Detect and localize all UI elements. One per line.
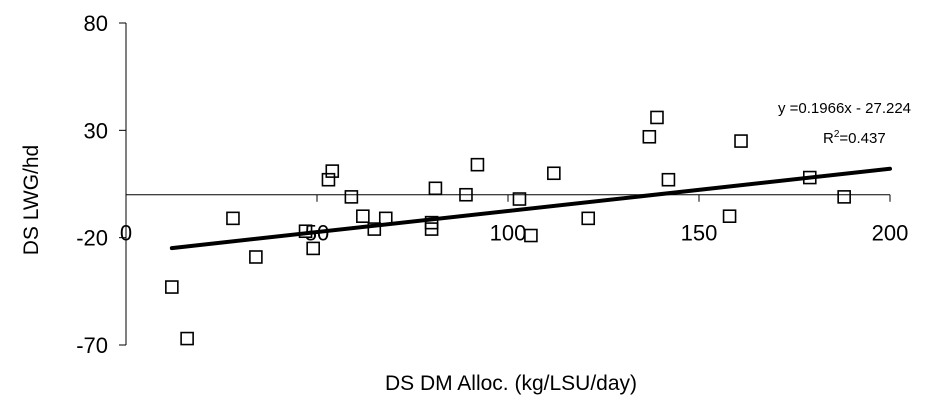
data-point — [344, 190, 359, 204]
data-point — [306, 241, 320, 256]
data-point — [642, 129, 657, 144]
trendline — [169, 166, 892, 251]
data-point — [226, 211, 240, 226]
data-point — [524, 228, 538, 243]
y-tick-label: 80 — [84, 11, 108, 36]
data-point — [165, 280, 179, 294]
x-tick-label: 150 — [681, 221, 718, 246]
y-axis-title: DS LWG/hd — [20, 145, 43, 255]
x-tick-label: 200 — [872, 221, 909, 246]
data-point — [367, 222, 382, 236]
x-tick-label: 100 — [490, 221, 527, 246]
data-point — [734, 134, 748, 148]
data-point — [424, 222, 439, 236]
data-point — [249, 250, 263, 264]
data-point — [325, 164, 340, 178]
data-point — [581, 211, 596, 226]
data-point — [428, 181, 443, 196]
data-point — [512, 192, 527, 206]
y-tick-label: -20 — [76, 226, 108, 251]
data-point — [459, 187, 473, 202]
x-tick-label: 0 — [120, 221, 132, 246]
y-tick-label: -70 — [76, 333, 108, 358]
data-point — [722, 209, 737, 223]
y-ticks: 80 30 -20 -70 — [76, 11, 126, 358]
axes — [125, 23, 890, 345]
data-point — [180, 331, 194, 346]
trendline-equation: y =0.1966x - 27.224 — [778, 100, 911, 117]
data-point — [837, 190, 851, 204]
x-axis-title: DS DM Alloc. (kg/LSU/day) — [385, 372, 637, 395]
y-tick-label: 30 — [84, 118, 108, 143]
data-point — [650, 110, 664, 125]
data-point — [356, 209, 370, 223]
trendline-r-squared: R2=0.437 — [823, 129, 886, 147]
data-point — [470, 157, 485, 172]
data-point — [547, 166, 561, 181]
data-point — [661, 172, 676, 187]
data-point — [321, 172, 336, 187]
